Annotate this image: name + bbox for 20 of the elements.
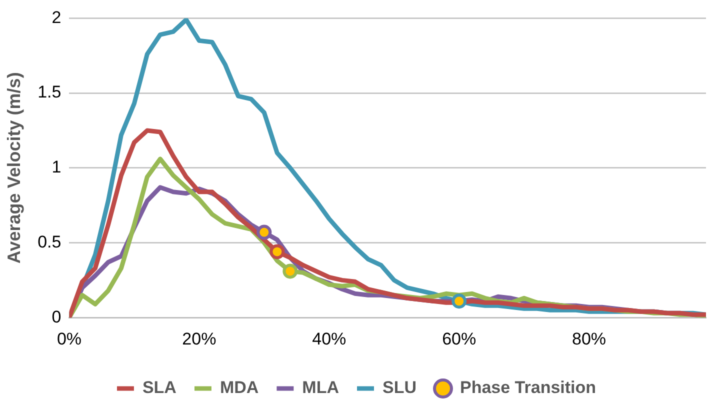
legend-label: SLU	[382, 378, 416, 398]
legend-label: MLA	[302, 378, 340, 398]
legend-label: Phase Transition	[460, 378, 596, 398]
x-tick-label: 60%	[442, 329, 476, 348]
legend-label: MDA	[220, 378, 259, 398]
y-tick-label: 0.5	[38, 232, 62, 252]
y-tick-label: 1.5	[38, 82, 62, 102]
point	[452, 294, 467, 309]
x-tick-label: 0%	[56, 329, 82, 348]
point	[282, 264, 298, 279]
x-tick-label: 20%	[182, 329, 216, 348]
x-tick-label: 40%	[312, 329, 346, 348]
y-tick-label: 2	[52, 8, 62, 27]
y-tick-label: 0	[52, 307, 62, 326]
point	[256, 224, 272, 240]
y-axis-title: Average Velocity (m/s)	[4, 72, 24, 264]
x-tick-label: 80%	[572, 329, 606, 348]
point	[270, 244, 285, 260]
y-tick-label: 1	[52, 158, 62, 177]
legend-label: SLA	[142, 378, 176, 398]
